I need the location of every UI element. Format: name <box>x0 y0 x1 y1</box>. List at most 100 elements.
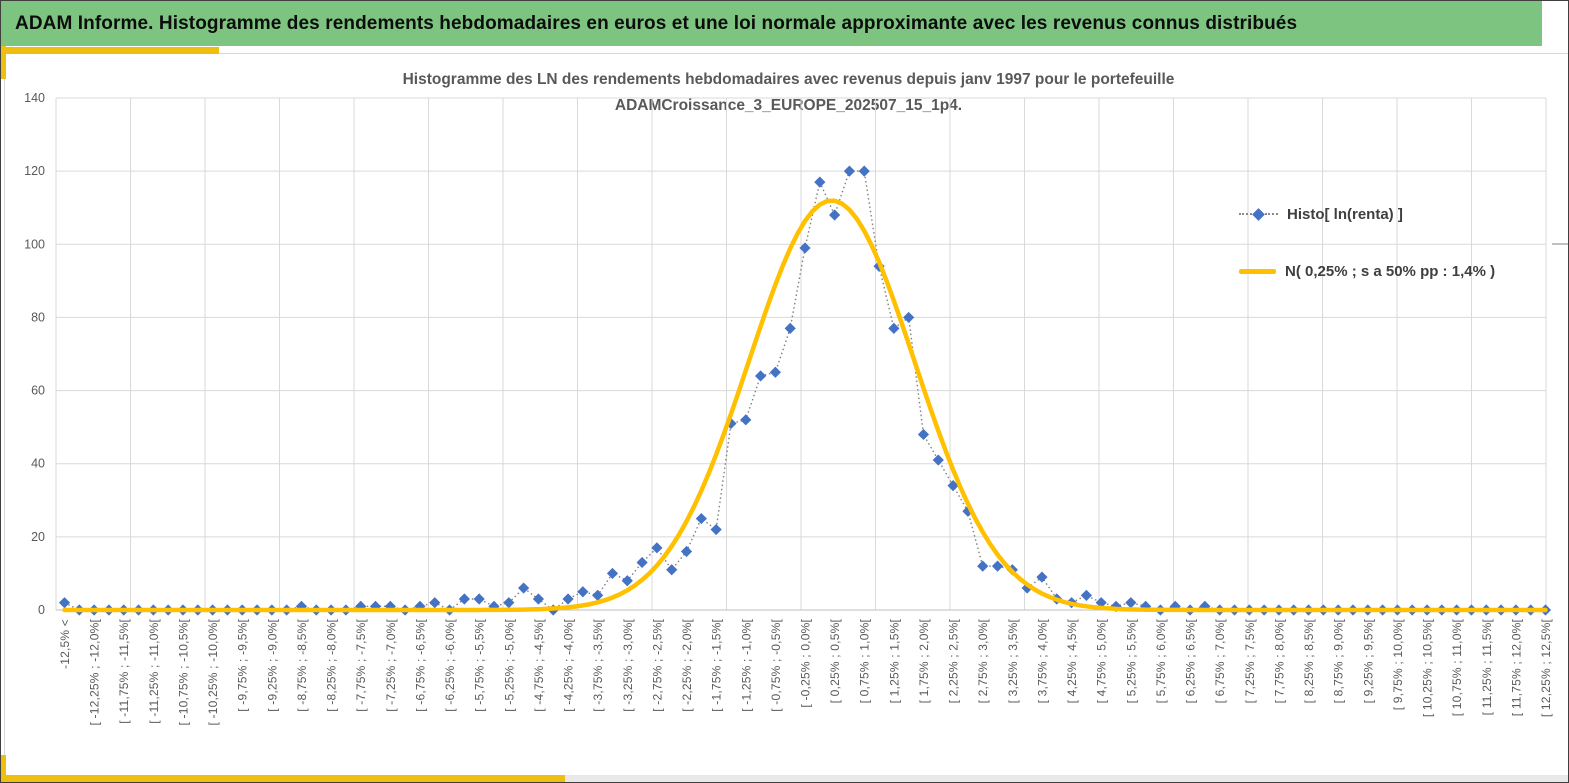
x-tick-label: [ -12,25% ; -12,0%[ <box>88 619 102 726</box>
x-tick-label: [ 10,25% ; 10,5%[ <box>1421 619 1435 718</box>
histogram-point <box>770 367 781 378</box>
histogram-point <box>1036 571 1047 582</box>
y-tick-label: 80 <box>31 310 45 324</box>
dotted-line-marker-icon <box>1265 213 1278 215</box>
y-tick-label: 120 <box>24 164 45 178</box>
curve-line-marker-icon <box>1239 269 1276 274</box>
x-tick-label: [ 3,75% ; 4,0%[ <box>1035 619 1049 704</box>
histogram-point <box>59 597 70 608</box>
x-tick-label: [ 2,75% ; 3,0%[ <box>976 619 990 704</box>
x-tick-label: [ 12,25% ; 12,5%[ <box>1539 619 1553 718</box>
legend-item-histogram[interactable]: Histo[ ln(renta) ] <box>1239 200 1495 228</box>
x-tick-label: [ 9,25% ; 9,5%[ <box>1361 619 1375 704</box>
y-tick-label: 140 <box>24 91 45 105</box>
x-tick-label: [ -2,75% ; -2,5%[ <box>650 619 664 712</box>
histogram-point <box>859 166 870 177</box>
histogram-point <box>622 575 633 586</box>
x-tick-label: [ -3,25% ; -3,0%[ <box>621 619 635 712</box>
histogram-point <box>474 593 485 604</box>
histogram-point <box>459 593 470 604</box>
x-tick-label: [ 6,75% ; 7,0%[ <box>1213 619 1227 704</box>
x-tick-label: [ -6,25% ; -6,0%[ <box>443 619 457 712</box>
right-edge-handle <box>1552 243 1568 245</box>
histogram-point <box>1125 597 1136 608</box>
x-tick-label: [ 9,75% ; 10,0%[ <box>1391 619 1405 711</box>
x-tick-label: [ -5,75% ; -5,5%[ <box>473 619 487 712</box>
histogram-point <box>562 593 573 604</box>
x-tick-label: [ 3,25% ; 3,5%[ <box>1006 619 1020 704</box>
x-tick-label: [ 1,25% ; 1,5%[ <box>887 619 901 704</box>
x-tick-label: [ -0,25% ; 0,0%[ <box>799 619 813 708</box>
x-tick-label: [ 11,25% ; 11,5%[ <box>1480 619 1494 716</box>
x-tick-label: [ -2,25% ; -2,0%[ <box>680 619 694 712</box>
x-tick-label: [ -6,75% ; -6,5%[ <box>413 619 427 712</box>
histogram-point <box>1081 590 1092 601</box>
histogram-point <box>636 557 647 568</box>
x-tick-label: [ -7,75% ; -7,5%[ <box>354 619 368 712</box>
x-tick-label: [ 4,25% ; 4,5%[ <box>1065 619 1079 704</box>
histogram-point <box>888 323 899 334</box>
dotted-line-marker-icon <box>1239 213 1252 215</box>
x-tick-label: [ -10,25% ; -10,0%[ <box>206 619 220 726</box>
histogram-point <box>681 546 692 557</box>
histogram-point <box>577 586 588 597</box>
legend-item-normal-curve[interactable]: N( 0,25% ; s a 50% pp : 1,4% ) <box>1239 257 1495 285</box>
histogram-point <box>503 597 514 608</box>
x-tick-label: [ 10,75% ; 11,0%[ <box>1450 619 1464 717</box>
y-tick-label: 60 <box>31 384 45 398</box>
x-tick-label: [ 8,25% ; 8,5%[ <box>1302 619 1316 704</box>
histogram-point <box>607 568 618 579</box>
histogram-point <box>844 166 855 177</box>
histogram-point <box>918 429 929 440</box>
x-tick-label: [ -7,25% ; -7,0%[ <box>384 619 398 712</box>
x-tick-label: [ 0,25% ; 0,5%[ <box>828 619 842 704</box>
histogram-point <box>711 524 722 535</box>
x-tick-label: [ 0,75% ; 1,0%[ <box>858 619 872 704</box>
x-tick-label: [ -0,75% ; -0,5%[ <box>769 619 783 712</box>
x-tick-label: [ -9,75% ; -9,5%[ <box>236 619 250 712</box>
x-tick-label: [ 11,75% ; 12,0%[ <box>1509 619 1523 717</box>
x-tick-label: [ 1,75% ; 2,0%[ <box>917 619 931 704</box>
diamond-marker-icon <box>1252 208 1265 221</box>
horizontal-scrollbar-thumb[interactable] <box>1 775 565 783</box>
x-tick-label: [ -4,25% ; -4,0%[ <box>562 619 576 712</box>
application-window: ADAM Informe. Histogramme des rendements… <box>0 0 1569 783</box>
histogram-point <box>518 582 529 593</box>
x-tick-label: [ -10,75% ; -10,5%[ <box>176 619 190 726</box>
x-tick-label: [ -1,75% ; -1,5%[ <box>710 619 724 712</box>
x-tick-label: [ -3,75% ; -3,5%[ <box>591 619 605 712</box>
legend-label-normal-curve: N( 0,25% ; s a 50% pp : 1,4% ) <box>1285 263 1495 280</box>
histogram-point <box>755 370 766 381</box>
histogram-point <box>977 561 988 572</box>
histogram-point <box>740 414 751 425</box>
histogram-point <box>785 323 796 334</box>
x-tick-label: [ 7,25% ; 7,5%[ <box>1243 619 1257 704</box>
x-tick-label: [ 2,25% ; 2,5%[ <box>947 619 961 704</box>
histogram-point <box>696 513 707 524</box>
x-tick-label: [ -9,25% ; -9,0%[ <box>265 619 279 712</box>
x-tick-label: [ 7,75% ; 8,0%[ <box>1272 619 1286 704</box>
histogram-point <box>666 564 677 575</box>
histogram-point <box>429 597 440 608</box>
y-tick-label: 0 <box>38 603 45 617</box>
x-tick-label: -12,5% < <box>58 619 72 669</box>
x-tick-label: [ 4,75% ; 5,0%[ <box>1095 619 1109 704</box>
x-tick-label: [ -8,25% ; -8,0%[ <box>325 619 339 712</box>
x-tick-label: [ -5,25% ; -5,0%[ <box>502 619 516 712</box>
chart-legend: Histo[ ln(renta) ] N( 0,25% ; s a 50% pp… <box>1239 200 1495 285</box>
x-tick-label: [ 5,25% ; 5,5%[ <box>1124 619 1138 704</box>
x-tick-label: [ 5,75% ; 6,0%[ <box>1154 619 1168 704</box>
x-tick-label: [ -11,25% ; -11,0%[ <box>147 619 161 724</box>
histogram-plot-area[interactable]: 020406080100120140-12,5% <[ -12,25% ; -1… <box>1 1 1569 783</box>
x-tick-label: [ 8,75% ; 9,0%[ <box>1332 619 1346 704</box>
histogram-point <box>903 312 914 323</box>
y-tick-label: 100 <box>24 237 45 251</box>
histogram-point <box>814 177 825 188</box>
histogram-point <box>829 209 840 220</box>
x-tick-label: [ -4,75% ; -4,5%[ <box>532 619 546 712</box>
y-tick-label: 40 <box>31 457 45 471</box>
x-tick-label: [ -11,75% ; -11,5%[ <box>117 619 131 724</box>
x-tick-label: [ 6,25% ; 6,5%[ <box>1184 619 1198 704</box>
x-tick-label: [ -1,25% ; -1,0%[ <box>739 619 753 712</box>
histogram-point <box>533 593 544 604</box>
